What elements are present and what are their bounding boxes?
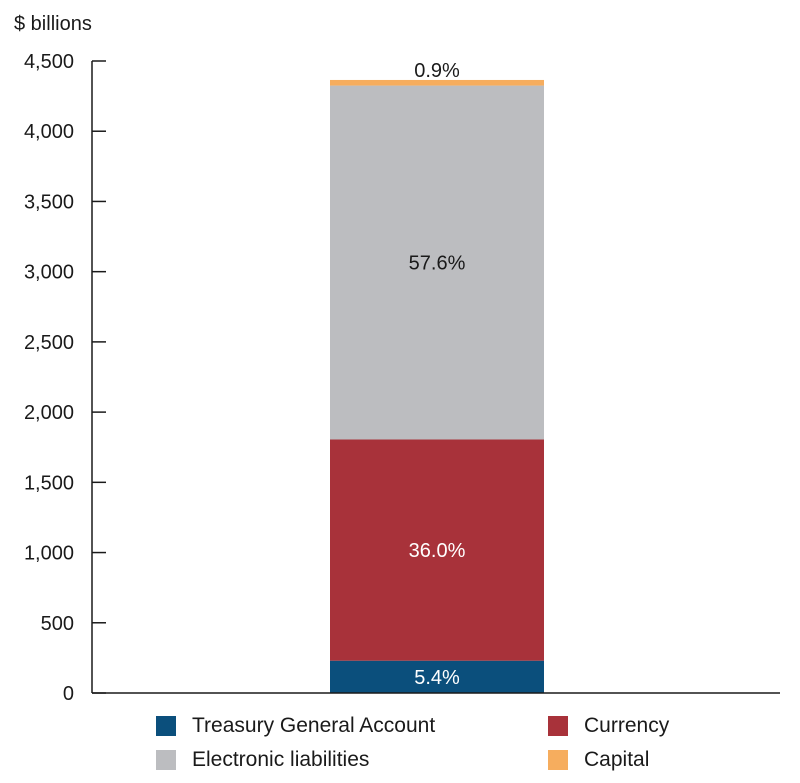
data-label-electronic-liabilities: 57.6% (409, 253, 466, 275)
y-tick-label: 3,000 (24, 262, 74, 284)
y-tick-label: 1,500 (24, 472, 74, 494)
legend-label: Electronic liabilities (192, 748, 370, 771)
bar-segment-currency (330, 439, 544, 661)
y-tick-label: 4,000 (24, 121, 74, 143)
legend-item-capital: Capital (548, 746, 649, 774)
legend-item-treasury-general-account: Treasury General Account (156, 712, 435, 740)
y-tick-label: 0 (63, 683, 74, 705)
legend-item-electronic-liabilities: Electronic liabilities (156, 746, 369, 774)
data-label-treasury-general-account: 5.4% (414, 667, 460, 689)
stacked-bar-chart: $ billions 0 500 1,000 1,500 2,000 2,500 3,000… (14, 13, 780, 705)
legend-swatch-capital (548, 750, 568, 770)
bar-segments (330, 79, 544, 693)
bar-segment-electronic-liabilities (330, 85, 544, 440)
y-axis-title: $ billions (14, 13, 92, 35)
y-tick-label: 1,000 (24, 543, 74, 565)
legend-swatch-currency (548, 716, 568, 736)
legend-label: Treasury General Account (192, 714, 436, 737)
bar-segment-capital (330, 79, 544, 86)
y-tick-label: 4,500 (24, 51, 74, 73)
data-label-currency: 36.0% (409, 540, 466, 562)
y-tick-label: 2,500 (24, 332, 74, 354)
legend-label: Currency (584, 714, 670, 737)
y-tick-label: 2,000 (24, 402, 74, 424)
legend: Treasury General Account Currency Electr… (156, 712, 716, 778)
legend-swatch-electronic-liabilities (156, 750, 176, 770)
y-axis: 0 500 1,000 1,500 2,000 2,500 3,000 3,500 4,000 4… (24, 51, 106, 705)
legend-item-currency: Currency (548, 712, 669, 740)
legend-label: Capital (584, 748, 650, 771)
legend-swatch-treasury-general-account (156, 716, 176, 736)
y-tick-label: 500 (41, 613, 74, 635)
y-tick-label: 3,500 (24, 191, 74, 213)
bar-segment-treasury-general-account (330, 660, 544, 693)
data-label-capital: 0.9% (414, 60, 460, 82)
segment-labels: 5.4% 36.0% 57.6% 0.9% (409, 60, 466, 689)
